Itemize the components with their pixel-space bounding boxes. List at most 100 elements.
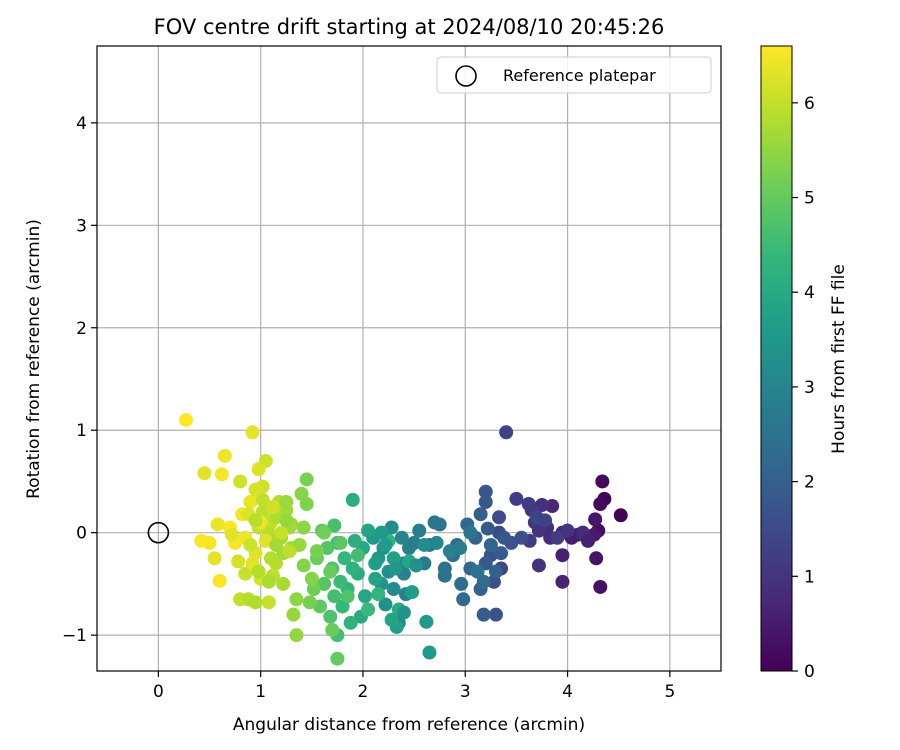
scatter-point <box>309 544 324 559</box>
x-tick-label: 0 <box>153 682 164 702</box>
scatter-point <box>327 518 342 533</box>
scatter-point <box>386 582 401 597</box>
colorbar-gradient <box>760 45 793 672</box>
scatter-point <box>463 525 478 540</box>
scatter-point <box>317 525 332 540</box>
x-tick-label: 5 <box>664 682 675 702</box>
scatter-point <box>417 537 432 552</box>
scatter-point <box>243 537 258 552</box>
colorbar-tick-label: 5 <box>804 189 815 209</box>
scatter-point <box>294 486 309 501</box>
scatter-point <box>225 527 240 542</box>
scatter-point <box>483 537 498 552</box>
x-tick-label: 3 <box>460 682 471 702</box>
scatter-point <box>245 425 260 440</box>
scatter-point <box>480 521 495 536</box>
y-tick-label: 3 <box>76 216 87 236</box>
scatter-points <box>178 412 628 666</box>
scatter-point <box>388 561 403 576</box>
scatter-point <box>488 607 503 622</box>
scatter-point <box>330 651 345 666</box>
scatter-point <box>210 517 225 532</box>
scatter-point <box>593 579 608 594</box>
colorbar-ticks: 0 1 2 3 4 5 6 <box>792 94 815 682</box>
scatter-point <box>333 535 348 550</box>
scatter-point <box>396 605 411 620</box>
legend-marker <box>455 65 477 87</box>
scatter-point <box>217 448 232 463</box>
scatter-point <box>276 576 291 591</box>
scatter-point <box>473 507 488 522</box>
colorbar-tick-label: 3 <box>804 378 815 398</box>
chart-title: FOV centre drift starting at 2024/08/10 … <box>154 15 665 39</box>
scatter-point <box>358 589 373 604</box>
scatter-point <box>248 595 263 610</box>
scatter-point <box>545 499 560 514</box>
x-axis-label: Angular distance from reference (arcmin) <box>233 715 585 735</box>
scatter-point <box>289 592 304 607</box>
scatter-point <box>340 589 355 604</box>
y-tick-label: 4 <box>76 114 87 134</box>
scatter-point <box>374 525 389 540</box>
scatter-point <box>378 537 393 552</box>
scatter-point <box>409 558 424 573</box>
y-axis: −1 0 1 2 3 4 <box>62 114 97 646</box>
scatter-point <box>296 558 311 573</box>
scatter-point <box>323 609 338 624</box>
scatter-point <box>238 566 253 581</box>
scatter-point <box>514 530 529 545</box>
scatter-point <box>470 564 485 579</box>
legend-label: Reference platepar <box>503 66 656 85</box>
scatter-point <box>296 520 311 535</box>
scatter-point <box>538 513 553 528</box>
y-axis-label: Rotation from reference (arcmin) <box>24 219 44 499</box>
colorbar-tick-label: 2 <box>804 473 815 493</box>
scatter-point <box>233 474 248 489</box>
scatter-point <box>325 623 340 638</box>
scatter-point <box>265 500 280 515</box>
scatter-point <box>478 494 493 509</box>
scatter-point <box>531 558 546 573</box>
colorbar-tick-label: 1 <box>804 567 815 587</box>
scatter-point <box>263 551 278 566</box>
grid <box>97 46 721 671</box>
plot-frame <box>96 45 722 672</box>
scatter-point <box>323 564 338 579</box>
scatter-point <box>286 607 301 622</box>
scatter-point <box>581 533 596 548</box>
x-tick-label: 4 <box>562 682 573 702</box>
scatter-point <box>550 530 565 545</box>
scatter-point <box>521 496 536 511</box>
scatter-point <box>251 462 266 477</box>
scatter-point <box>555 548 570 563</box>
scatter-point <box>255 492 270 507</box>
scatter-point <box>509 491 524 506</box>
scatter-point <box>589 551 604 566</box>
scatter-point <box>555 574 570 589</box>
colorbar-tick-label: 0 <box>804 662 815 682</box>
scatter-point <box>347 533 362 548</box>
scatter-point <box>279 494 294 509</box>
scatter-point <box>371 587 386 602</box>
x-tick-label: 2 <box>358 682 369 702</box>
legend: Reference platepar <box>436 56 712 94</box>
scatter-point <box>333 574 348 589</box>
scatter-point <box>178 412 193 427</box>
scatter-point <box>299 472 314 487</box>
scatter-point <box>412 523 427 538</box>
scatter-point <box>613 508 628 523</box>
y-tick-label: −1 <box>62 626 87 646</box>
scatter-point <box>345 492 360 507</box>
scatter-point <box>419 614 434 629</box>
scatter-point <box>248 482 263 497</box>
scatter-point <box>337 551 352 566</box>
scatter-point <box>248 513 263 528</box>
scatter-point <box>289 628 304 643</box>
scatter-point <box>405 585 420 600</box>
y-tick-label: 2 <box>76 319 87 339</box>
scatter-point <box>261 574 276 589</box>
scatter-point <box>304 571 319 586</box>
scatter-point <box>214 467 229 482</box>
scatter-point <box>327 589 342 604</box>
scatter-point <box>343 615 358 630</box>
